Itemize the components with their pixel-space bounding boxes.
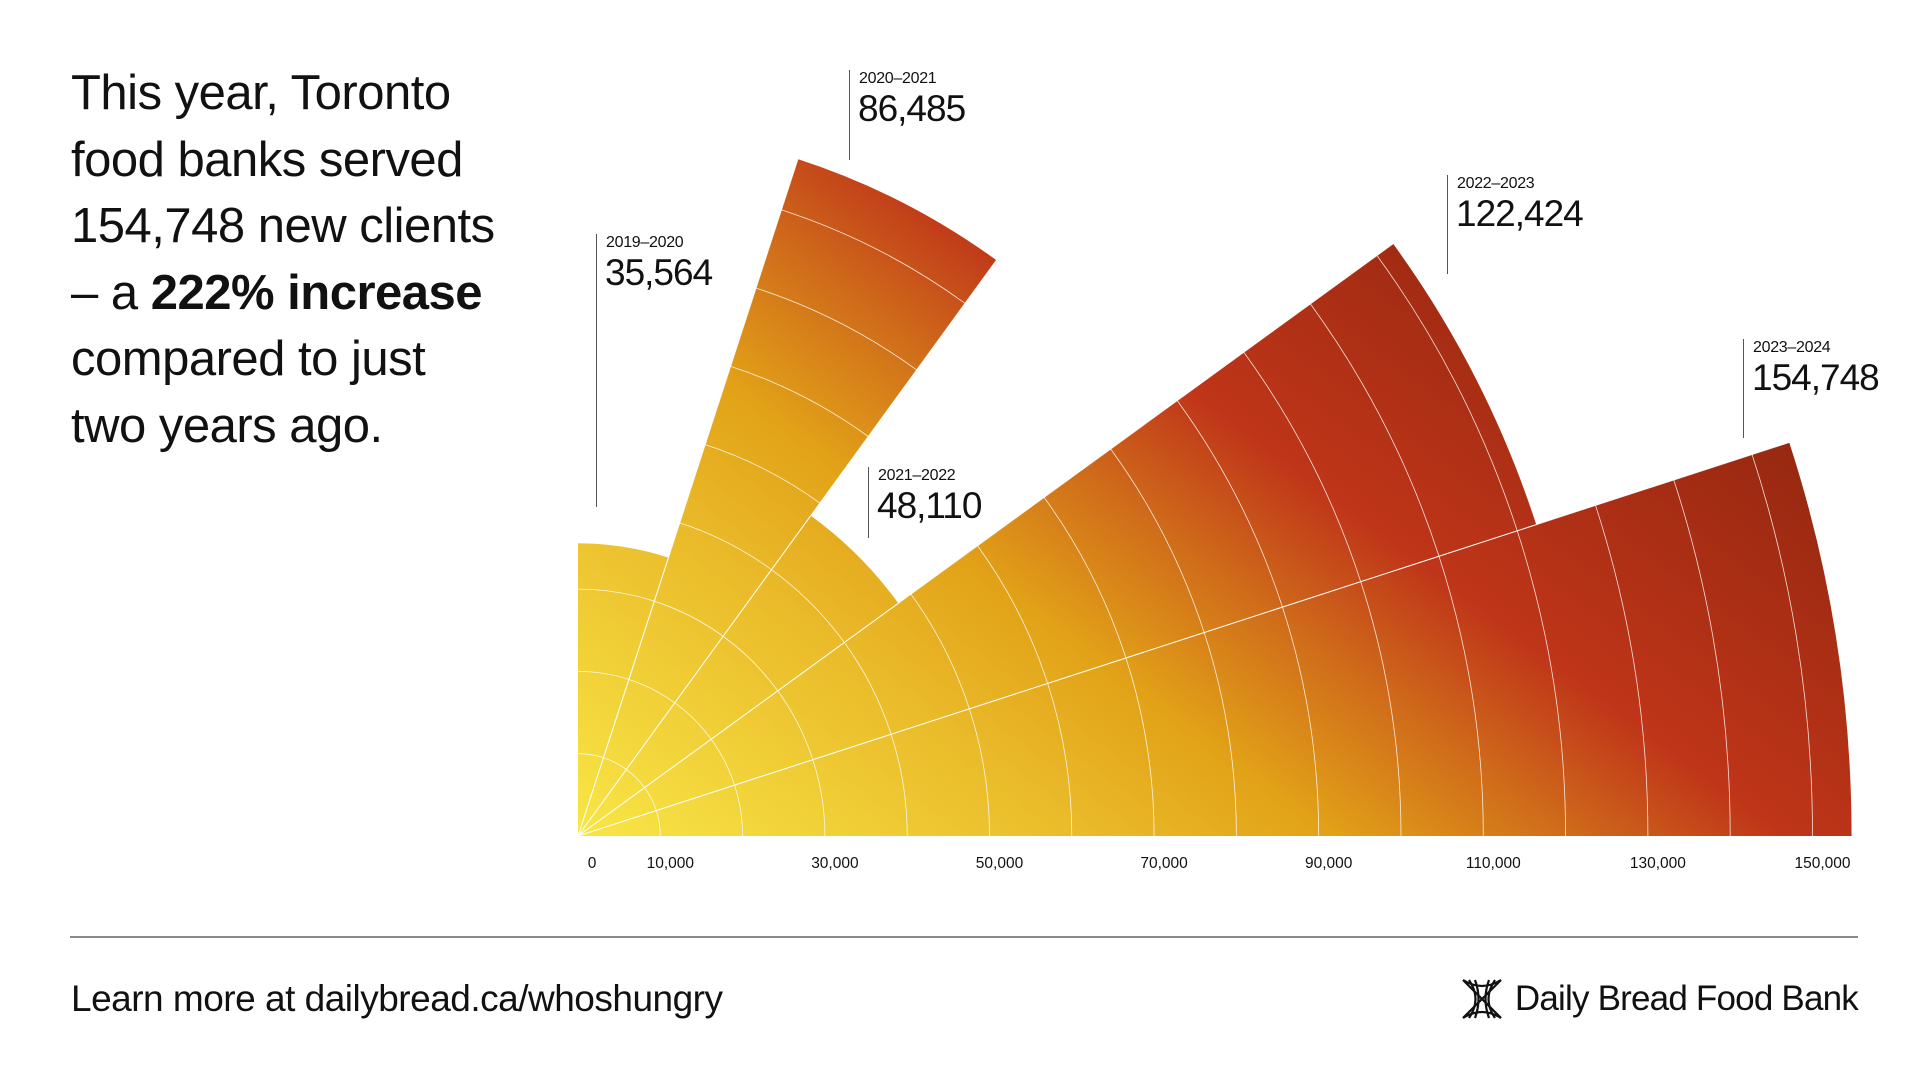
leader-line: [596, 234, 597, 507]
grid-arc: [1673, 479, 1731, 837]
headline-line: 154,748 new clients: [71, 199, 495, 253]
grid-ray: [577, 442, 1790, 837]
grid-arc: [722, 635, 779, 692]
sector-year: 2020–2021: [859, 70, 937, 87]
sector-2019–2020: [578, 543, 669, 836]
headline-line: two years ago.: [71, 398, 383, 453]
grid-arc: [1438, 556, 1484, 837]
daily-bread-x-icon: [1462, 979, 1502, 1019]
grid-arc: [679, 522, 772, 570]
axis-tick-label: 110,000: [1466, 855, 1521, 872]
grid-arc: [710, 739, 735, 786]
sector-2021–2022: [578, 515, 899, 836]
sector-2023–2024: [578, 442, 1852, 836]
grid-arc: [968, 708, 990, 837]
grid-arc: [977, 545, 1049, 684]
axis-tick-label: 130,000: [1630, 855, 1686, 872]
sector-2020–2021: [578, 159, 997, 836]
grid-arc: [1751, 454, 1813, 837]
grid-arc: [910, 593, 970, 709]
logo-text: Daily Bread Food Bank: [1514, 979, 1859, 1018]
leader-line: [868, 467, 869, 538]
grid-arc: [781, 209, 966, 304]
headline-line: – a 222% increase: [71, 260, 495, 327]
learn-more-link[interactable]: Learn more at dailybread.ca/whoshungry: [71, 978, 723, 1019]
headline-line: food banks served: [71, 132, 463, 187]
grid-arc: [1110, 448, 1205, 633]
grid-arc: [1203, 632, 1237, 837]
grid-arc: [734, 785, 743, 837]
grid-arc: [890, 734, 908, 837]
axis-tick-label: 70,000: [1140, 855, 1188, 872]
grid-arc: [755, 287, 917, 371]
headline-text: – a: [71, 265, 151, 320]
axis-tick-label: 30,000: [811, 855, 859, 872]
grid-arc: [674, 702, 712, 740]
sector-value: 154,748: [1752, 357, 1880, 398]
grid-arc: [628, 679, 675, 704]
sector-value: 122,424: [1456, 193, 1584, 234]
grid-arc: [1043, 497, 1127, 659]
headline: This year, Toronto food banks served 154…: [71, 60, 495, 459]
axis-tick-label: 90,000: [1305, 855, 1353, 872]
sector-value: 48,110: [877, 485, 982, 526]
grid-arc: [844, 642, 892, 735]
leader-line: [1447, 175, 1448, 274]
sector-year: 2023–2024: [1753, 339, 1831, 356]
grid-arc: [577, 671, 629, 680]
sector-2022–2023: [578, 243, 1537, 837]
headline-emphasis: 222% increase: [150, 265, 483, 320]
grid-arc: [1176, 400, 1283, 608]
logo: Daily Bread Food Bank: [1461, 978, 1859, 1020]
grid-arc: [1310, 303, 1440, 557]
leader-line: [1743, 339, 1744, 438]
grid-ray: [577, 515, 812, 837]
grid-arc: [1047, 683, 1073, 837]
grid-arc: [705, 444, 821, 504]
grid-arc: [1243, 352, 1362, 582]
grid-ray: [577, 243, 1394, 837]
sector-year: 2019–2020: [606, 234, 684, 251]
sector-year: 2021–2022: [878, 467, 956, 484]
grid-arc: [1282, 606, 1320, 837]
footer-divider: [70, 936, 1858, 938]
axis-ticks-group: 0 10,000 30,000 50,000 70,000 90,000 110,000 13…: [588, 855, 1851, 872]
grid-arc: [1125, 657, 1155, 837]
axis-tick-label: 50,000: [976, 855, 1024, 872]
grid-arc: [1376, 255, 1518, 531]
grid-arc: [771, 569, 845, 643]
grid-arc: [654, 600, 724, 637]
grid-arc: [1595, 505, 1649, 837]
sector-value: 86,485: [858, 88, 966, 129]
grid-arc: [1516, 530, 1566, 837]
leader-line: [849, 70, 850, 160]
grid-arc: [777, 690, 814, 760]
grid-arc: [730, 365, 869, 437]
axis-tick-label: 150,000: [1794, 855, 1850, 872]
axis-tick-label: 0: [588, 855, 597, 872]
grid-ray: [577, 158, 799, 837]
grid-arc: [577, 588, 655, 602]
sector-year: 2022–2023: [1457, 175, 1535, 192]
grid-arc: [1360, 581, 1402, 837]
grid-group: [577, 158, 1813, 837]
sector-value: 35,564: [605, 252, 713, 293]
grid-arc: [812, 759, 826, 837]
headline-line: compared to just: [71, 332, 426, 386]
sectors-group: [578, 159, 1852, 837]
headline-line: This year, Toronto: [71, 66, 451, 120]
axis-tick-label: 10,000: [647, 855, 695, 872]
